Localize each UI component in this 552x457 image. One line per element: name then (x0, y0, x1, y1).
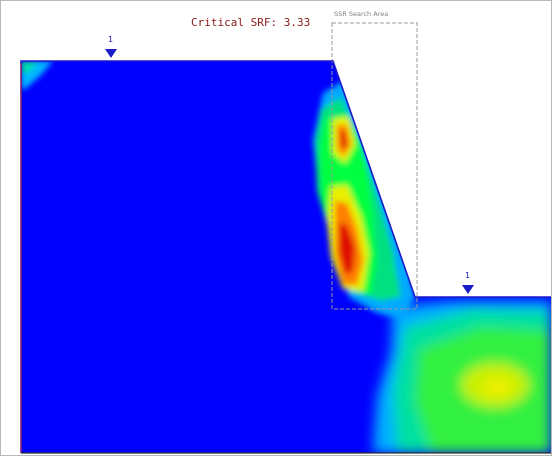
search-area-label: SSR Search Area (334, 10, 389, 18)
critical-srf-label: Critical SRF: 3.33 (191, 16, 311, 29)
water-table-right-icon (462, 285, 474, 294)
water-table-left-icon (105, 49, 117, 58)
ssr-search-area (331, 22, 418, 310)
corner-strain-zone (21, 61, 53, 89)
water-table-left-label: 1 (108, 35, 114, 44)
toe-strain-zone (373, 301, 551, 453)
face-strain-zone (313, 81, 415, 319)
shear-strain-contours (21, 61, 551, 453)
water-table-right-label: 1 (465, 271, 471, 280)
